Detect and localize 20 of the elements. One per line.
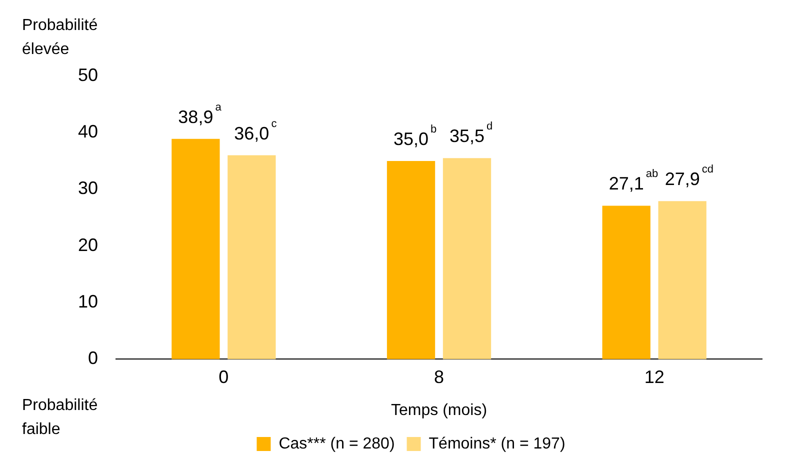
y-tick-label: 30 — [78, 178, 98, 198]
text: Probabilité élevée — [22, 16, 98, 60]
y-tick-label: 40 — [78, 122, 98, 142]
x-tick-label: 12 — [644, 366, 664, 387]
text: Probabilité faible — [22, 396, 98, 440]
bar — [658, 201, 706, 360]
bar — [442, 158, 492, 360]
x-tick-label: 0 — [218, 366, 229, 387]
legend-label: Cas*** (n = 280) — [278, 435, 395, 452]
y-tick-label: 20 — [78, 234, 98, 255]
bar — [386, 160, 436, 360]
x-tick-label: 8 — [434, 366, 444, 387]
bar — [172, 138, 220, 360]
bar — [602, 206, 650, 360]
legend-label: Témoins* (n = 197) — [428, 435, 566, 452]
y-tick-label: 0 — [88, 348, 98, 368]
y-tick-label: 10 — [78, 292, 98, 312]
y-tick-label: 50 — [78, 64, 98, 85]
x-axis-title: Temps (mois) — [391, 402, 488, 419]
bar — [228, 155, 276, 360]
